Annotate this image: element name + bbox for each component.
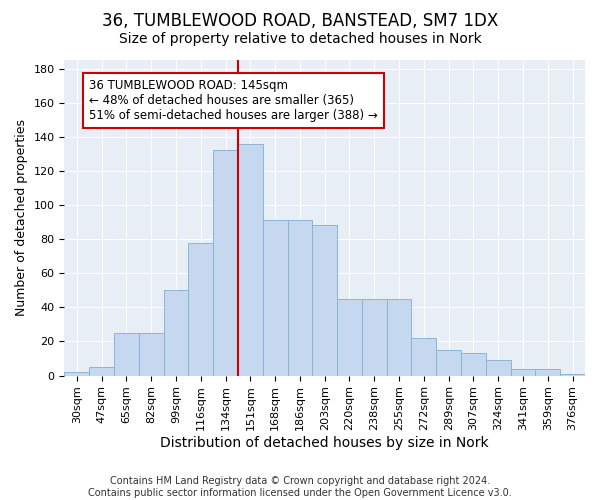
- Bar: [362, 299, 386, 376]
- Bar: [386, 299, 412, 376]
- Bar: [238, 144, 263, 376]
- Bar: [164, 290, 188, 376]
- Bar: [287, 220, 313, 376]
- Bar: [436, 350, 461, 376]
- Bar: [337, 299, 362, 376]
- X-axis label: Distribution of detached houses by size in Nork: Distribution of detached houses by size …: [160, 436, 489, 450]
- Bar: [535, 369, 560, 376]
- Bar: [313, 226, 337, 376]
- Bar: [486, 360, 511, 376]
- Bar: [139, 333, 164, 376]
- Bar: [188, 242, 213, 376]
- Text: 36 TUMBLEWOOD ROAD: 145sqm
← 48% of detached houses are smaller (365)
51% of sem: 36 TUMBLEWOOD ROAD: 145sqm ← 48% of deta…: [89, 79, 378, 122]
- Bar: [89, 367, 114, 376]
- Bar: [560, 374, 585, 376]
- Bar: [412, 338, 436, 376]
- Bar: [263, 220, 287, 376]
- Bar: [511, 369, 535, 376]
- Bar: [64, 372, 89, 376]
- Y-axis label: Number of detached properties: Number of detached properties: [15, 120, 28, 316]
- Bar: [114, 333, 139, 376]
- Bar: [213, 150, 238, 376]
- Text: Size of property relative to detached houses in Nork: Size of property relative to detached ho…: [119, 32, 481, 46]
- Text: 36, TUMBLEWOOD ROAD, BANSTEAD, SM7 1DX: 36, TUMBLEWOOD ROAD, BANSTEAD, SM7 1DX: [102, 12, 498, 30]
- Text: Contains HM Land Registry data © Crown copyright and database right 2024.
Contai: Contains HM Land Registry data © Crown c…: [88, 476, 512, 498]
- Bar: [461, 354, 486, 376]
